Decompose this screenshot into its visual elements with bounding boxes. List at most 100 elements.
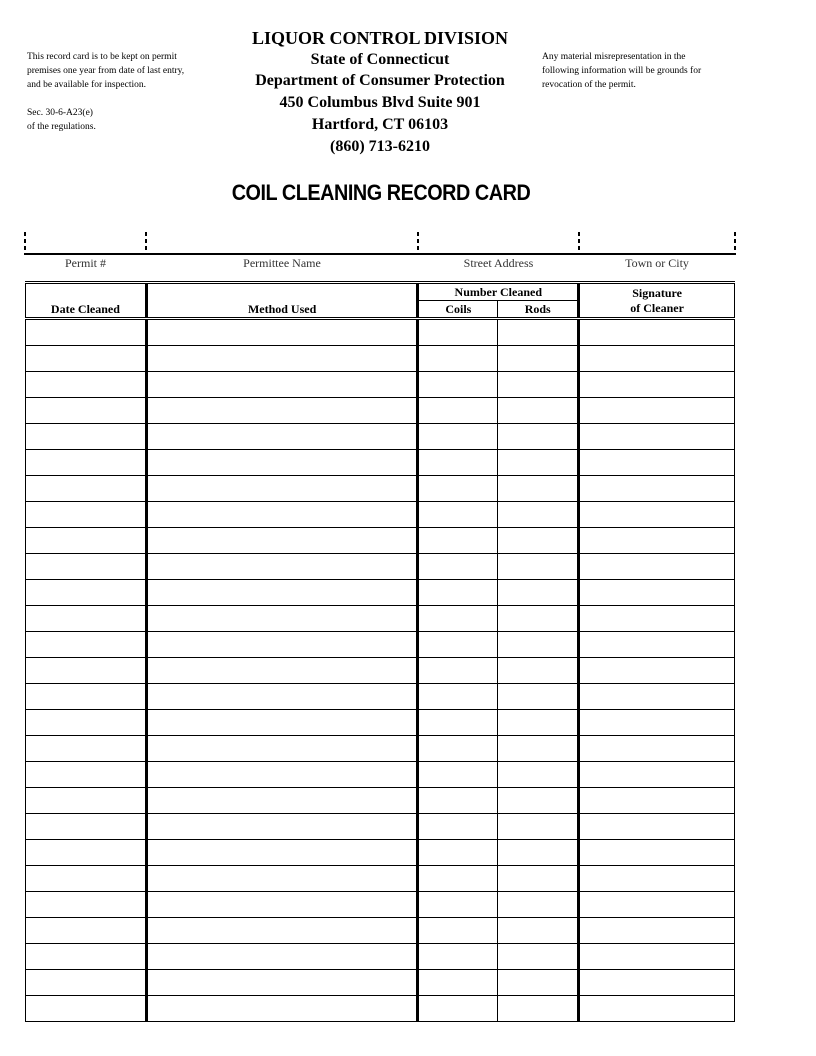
method-cell[interactable] [145,917,420,944]
signature-cell[interactable] [578,995,735,1022]
rods-cell[interactable] [497,449,581,476]
method-cell[interactable] [145,605,420,632]
method-cell[interactable] [145,995,420,1022]
coils-cell[interactable] [417,631,499,658]
date-cell[interactable] [25,917,148,944]
signature-cell[interactable] [578,683,735,710]
date-cell[interactable] [25,657,148,684]
coils-cell[interactable] [417,813,499,840]
method-cell[interactable] [145,449,420,476]
date-cell[interactable] [25,813,148,840]
date-cell[interactable] [25,579,148,606]
date-cell[interactable] [25,787,148,814]
coils-cell[interactable] [417,423,499,450]
coils-cell[interactable] [417,449,499,476]
date-cell[interactable] [25,345,148,372]
rods-cell[interactable] [497,475,581,502]
date-cell[interactable] [25,475,148,502]
signature-cell[interactable] [578,475,735,502]
method-cell[interactable] [145,839,420,866]
date-cell[interactable] [25,501,148,528]
coils-cell[interactable] [417,761,499,788]
coils-cell[interactable] [417,553,499,580]
date-cell[interactable] [25,969,148,996]
rods-cell[interactable] [497,917,581,944]
method-cell[interactable] [145,683,420,710]
coils-cell[interactable] [417,371,499,398]
rods-cell[interactable] [497,813,581,840]
method-cell[interactable] [145,969,420,996]
rods-cell[interactable] [497,317,581,346]
coils-cell[interactable] [417,917,499,944]
coils-cell[interactable] [417,475,499,502]
date-cell[interactable] [25,735,148,762]
signature-cell[interactable] [578,943,735,970]
date-cell[interactable] [25,423,148,450]
rods-cell[interactable] [497,423,581,450]
coils-cell[interactable] [417,943,499,970]
date-cell[interactable] [25,683,148,710]
method-cell[interactable] [145,317,420,346]
signature-cell[interactable] [578,813,735,840]
date-cell[interactable] [25,631,148,658]
method-cell[interactable] [145,527,420,554]
signature-cell[interactable] [578,605,735,632]
coils-cell[interactable] [417,709,499,736]
signature-cell[interactable] [578,579,735,606]
signature-cell[interactable] [578,371,735,398]
signature-cell[interactable] [578,891,735,918]
date-cell[interactable] [25,527,148,554]
rods-cell[interactable] [497,371,581,398]
permittee-name-field[interactable]: Permittee Name [243,256,321,270]
method-cell[interactable] [145,943,420,970]
coils-cell[interactable] [417,995,499,1022]
rods-cell[interactable] [497,943,581,970]
coils-cell[interactable] [417,969,499,996]
date-cell[interactable] [25,943,148,970]
date-cell[interactable] [25,605,148,632]
rods-cell[interactable] [497,995,581,1022]
signature-cell[interactable] [578,501,735,528]
rods-cell[interactable] [497,683,581,710]
date-cell[interactable] [25,865,148,892]
method-cell[interactable] [145,787,420,814]
method-cell[interactable] [145,761,420,788]
signature-cell[interactable] [578,345,735,372]
signature-cell[interactable] [578,917,735,944]
rods-cell[interactable] [497,787,581,814]
method-cell[interactable] [145,371,420,398]
coils-cell[interactable] [417,501,499,528]
rods-cell[interactable] [497,553,581,580]
rods-cell[interactable] [497,397,581,424]
coils-cell[interactable] [417,345,499,372]
rods-cell[interactable] [497,605,581,632]
date-cell[interactable] [25,449,148,476]
rods-cell[interactable] [497,839,581,866]
coils-cell[interactable] [417,579,499,606]
method-cell[interactable] [145,501,420,528]
method-cell[interactable] [145,423,420,450]
coils-cell[interactable] [417,865,499,892]
signature-cell[interactable] [578,735,735,762]
method-cell[interactable] [145,475,420,502]
method-cell[interactable] [145,865,420,892]
signature-cell[interactable] [578,397,735,424]
signature-cell[interactable] [578,527,735,554]
town-field[interactable]: Town or City [625,256,689,270]
method-cell[interactable] [145,345,420,372]
signature-cell[interactable] [578,553,735,580]
method-cell[interactable] [145,813,420,840]
rods-cell[interactable] [497,735,581,762]
rods-cell[interactable] [497,579,581,606]
method-cell[interactable] [145,891,420,918]
signature-cell[interactable] [578,657,735,684]
date-cell[interactable] [25,761,148,788]
rods-cell[interactable] [497,891,581,918]
rods-cell[interactable] [497,527,581,554]
signature-cell[interactable] [578,865,735,892]
signature-cell[interactable] [578,317,735,346]
rods-cell[interactable] [497,709,581,736]
coils-cell[interactable] [417,397,499,424]
method-cell[interactable] [145,657,420,684]
signature-cell[interactable] [578,839,735,866]
